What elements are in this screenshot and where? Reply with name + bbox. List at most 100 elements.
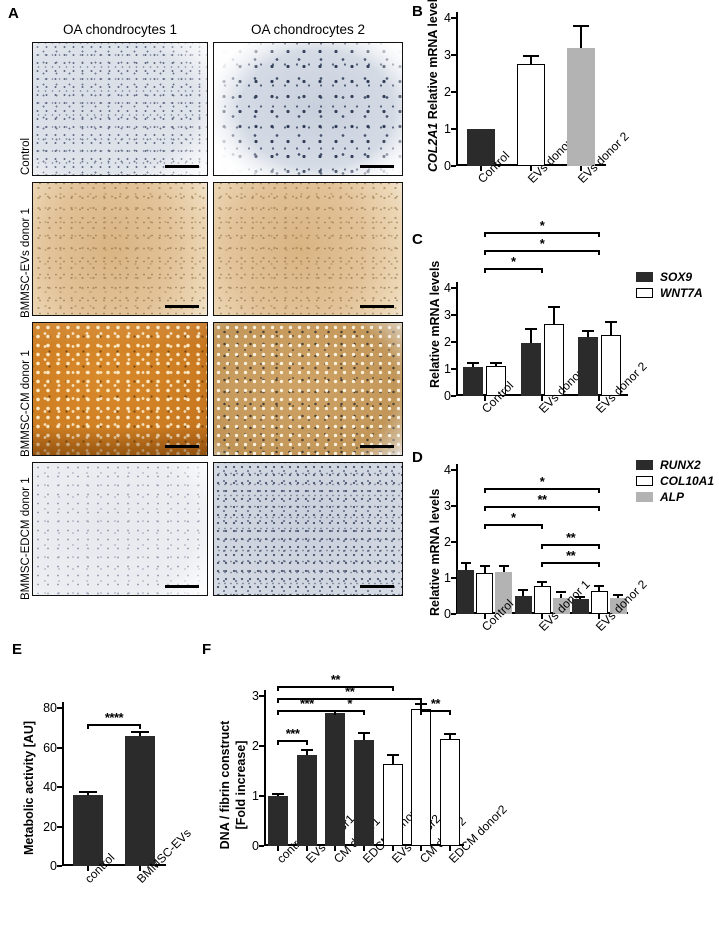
x-tick-mark: [598, 614, 601, 619]
bar-fill: [517, 64, 545, 166]
significance-tick: [391, 686, 394, 691]
significance-tick: [363, 710, 365, 715]
y-axis-cap: [456, 464, 458, 472]
y-tick-mark: [57, 825, 62, 828]
error-bar-cap: [547, 306, 560, 309]
significance-label: **: [566, 530, 576, 545]
x-axis: [62, 864, 166, 866]
panel-c: C Relative mRNA levels 0 1 2 3 4 Control EVs d…: [408, 219, 719, 452]
bar: [268, 796, 289, 846]
error-bar-cap: [572, 25, 590, 28]
panel-b-y-axis-label: COL2A1 Relative mRNA levels: [426, 0, 440, 172]
legend-item-col10a1: COL10A1: [636, 474, 714, 488]
y-tick-label: 2: [444, 335, 451, 349]
bar: [354, 740, 374, 846]
error-bar: [522, 590, 524, 597]
significance-tick: [305, 740, 308, 745]
error-bar: [580, 27, 582, 48]
error-bar-cap: [613, 594, 624, 597]
bar: [457, 570, 475, 614]
bar-fill: [514, 596, 532, 614]
y-axis-cap: [264, 690, 266, 698]
panel-f-y-axis-label-line2: [Fold increase]: [233, 740, 248, 830]
bar: [567, 47, 595, 166]
significance-tick: [420, 698, 423, 703]
y-axis: [62, 708, 64, 866]
error-bar: [530, 56, 532, 65]
bar-fill: [571, 599, 589, 614]
significance-bar: [484, 488, 600, 490]
bar-fill: [439, 738, 460, 846]
bar: [296, 755, 317, 846]
y-tick-mark: [451, 128, 456, 130]
error-bar-cap: [479, 564, 490, 567]
y-tick-label: 2: [444, 85, 451, 99]
significance-bar: [542, 562, 600, 564]
error-bar: [483, 566, 486, 573]
y-tick-mark: [259, 745, 264, 747]
bar: [517, 64, 545, 166]
bar: [486, 365, 507, 396]
significance-label: **: [430, 696, 441, 711]
error-bar: [560, 593, 562, 598]
significance-label: *: [539, 474, 545, 489]
panel-b-y-axis-label-gene: COL2A1: [426, 122, 440, 172]
error-bar-cap: [358, 732, 370, 734]
significance-tick: [483, 488, 486, 493]
y-tick-mark: [57, 865, 62, 867]
error-bar-cap: [575, 595, 586, 598]
error-bar-cap: [79, 791, 97, 794]
y-tick-mark: [451, 541, 456, 543]
significance-bar: [278, 686, 393, 688]
panel-d-legend: RUNX2 COL10A1 ALP: [636, 458, 714, 506]
panel-f-y-axis-label: DNA / fibrin construct [Fold increase]: [218, 690, 249, 880]
significance-label: ***: [285, 726, 300, 741]
significance-tick: [598, 232, 601, 237]
significance-tick: [334, 710, 337, 715]
bar-fill: [354, 740, 374, 846]
scale-bar: [165, 445, 199, 448]
scale-bar: [165, 305, 199, 308]
legend-item-sox9: SOX9: [636, 270, 703, 284]
y-tick-mark: [451, 287, 456, 289]
error-bar: [420, 704, 423, 709]
error-bar: [305, 751, 308, 755]
x-tick-mark: [277, 846, 280, 851]
bar-fill: [609, 597, 627, 614]
significance-tick: [448, 710, 451, 715]
error-bar-cap: [536, 580, 548, 583]
legend-label-wnt7a: WNT7A: [660, 286, 703, 300]
bar-fill: [476, 572, 494, 614]
significance-tick: [483, 506, 486, 511]
bar: [125, 736, 155, 866]
error-bar-cap: [490, 361, 503, 364]
error-bar-cap: [581, 330, 594, 333]
significance-bar: [484, 232, 600, 234]
y-tick-mark: [451, 165, 456, 167]
bar-fill: [533, 586, 551, 614]
bar-fill: [552, 597, 570, 614]
scale-bar: [360, 585, 394, 588]
bar: [533, 586, 551, 614]
significance-bar: [278, 710, 336, 712]
micrograph-evs-donor1-oa2: [213, 182, 403, 316]
y-tick-label: 2: [252, 739, 259, 753]
error-bar: [472, 364, 475, 367]
significance-tick: [598, 488, 601, 493]
x-tick-mark: [305, 846, 308, 851]
bar: [571, 599, 589, 614]
micrograph-edcm-donor1-oa1: [32, 462, 208, 596]
bar: [600, 334, 621, 396]
row-label-control: Control: [20, 137, 32, 175]
y-tick-label: 1: [444, 571, 451, 585]
significance-bar: [484, 506, 600, 508]
significance-bar: [335, 710, 364, 712]
significance-tick: [139, 724, 141, 729]
significance-label: ***: [300, 696, 314, 711]
panel-d: D Relative mRNA levels 0 1 2 3 4 Control EVs d…: [408, 448, 719, 680]
x-tick-mark: [334, 846, 337, 851]
bar: [552, 597, 570, 614]
bar: [476, 572, 494, 614]
bar-fill: [325, 713, 346, 846]
significance-tick: [598, 250, 601, 255]
